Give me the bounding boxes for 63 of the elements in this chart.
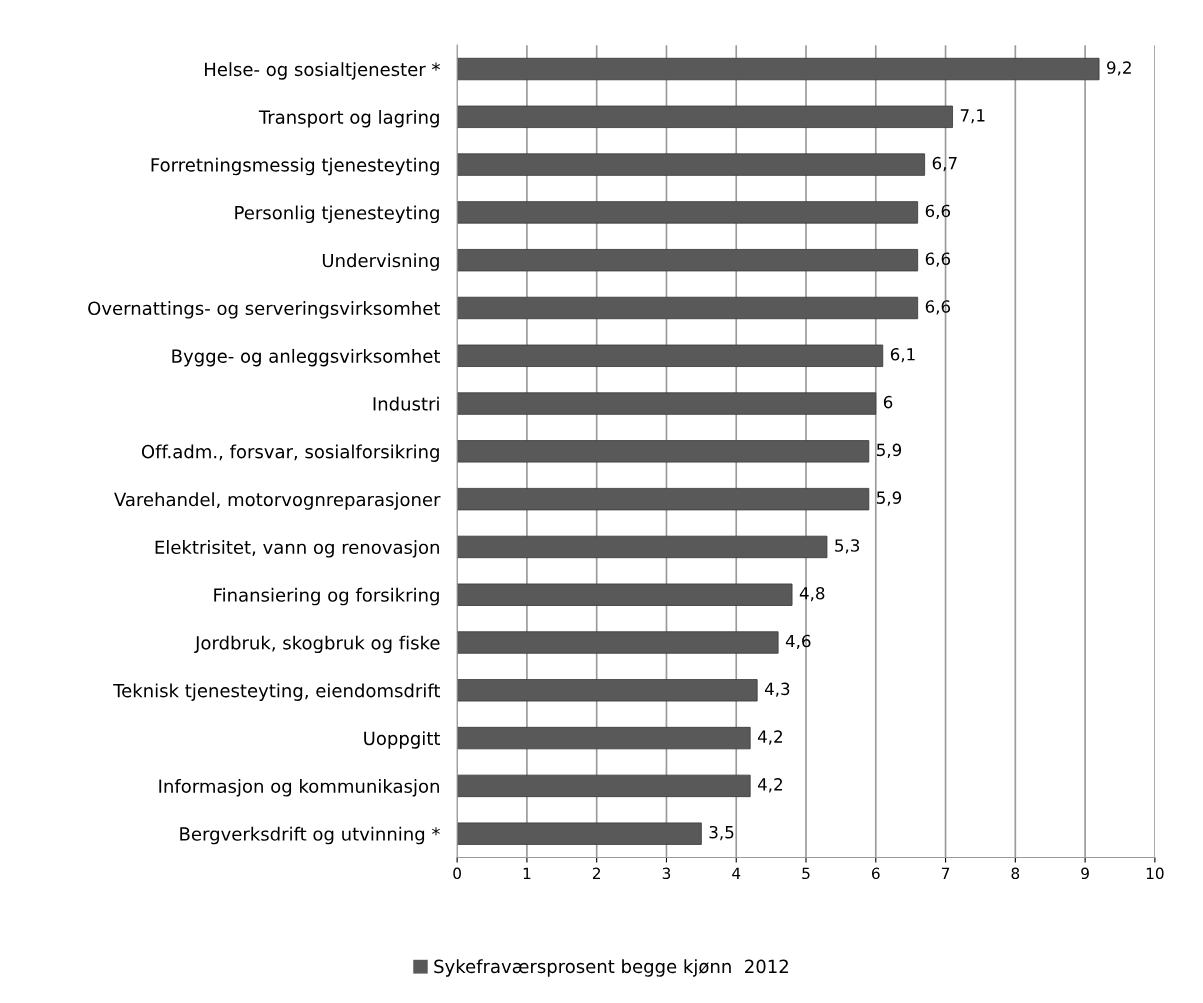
x-tick-label: 3 [662,867,671,880]
data-label: 4,2 [757,730,782,745]
y-tick-label: Forretningsmessig tjenesteyting [151,157,439,176]
bar [457,344,884,367]
y-tick-label: Helse- og sosialtjenester * [205,62,440,80]
data-label: 9,2 [1107,61,1131,76]
bar [457,535,828,559]
bar [457,822,702,845]
bar [457,774,751,798]
y-tick-label: Personlig tjenesteyting [235,205,439,224]
bar [457,296,919,320]
data-label: 4,2 [757,778,782,793]
y-tick-label: Off.adm., forsvar, sosialforsikring [141,444,439,462]
y-tick-label: Transport og lagring [258,109,439,128]
bar [457,679,758,702]
data-label: 5,9 [877,443,902,458]
y-tick-label: Varehandel, motorvognreparasjoner [114,492,441,510]
x-tick-label: 0 [453,867,461,880]
x-tick-label: 6 [871,867,880,880]
y-tick-label: Bergverksdrift og utvinning * [180,826,440,845]
y-tick-label: Uoppgitt [364,731,441,749]
y-tick-label: Teknisk tjenesteyting, eiendomsdrift [113,683,441,701]
y-tick-label: Overnattings- og serveringsvirksomhet [88,301,441,319]
data-label: 5,3 [835,539,860,554]
data-label: 4,6 [785,634,811,650]
bar [457,201,919,224]
bar [457,631,779,654]
x-tick-label: 9 [1081,867,1089,880]
y-tick-label: Elektrisitet, vann og renovasjon [155,540,439,558]
data-label: 4,8 [799,586,825,602]
legend-label: Sykefraværsprosent begge kjønn 2012 [434,959,788,977]
bar [457,153,926,176]
data-label: 6,1 [890,348,915,363]
x-tick-label: 7 [941,867,950,879]
x-tick-label: 2 [592,867,601,879]
bar [457,583,793,606]
x-tick-label: 8 [1011,867,1020,880]
bar [457,105,953,128]
y-tick-label: Finansiering og forsikring [214,587,439,606]
x-tick-label: 10 [1146,867,1164,880]
data-label: 6 [883,395,893,409]
bar [457,440,870,463]
data-label: 6,6 [925,252,951,267]
data-label: 6,6 [925,300,951,315]
y-tick-label: Bygge- og anleggsvirksomhet [172,348,441,367]
data-label: 3,5 [709,825,734,841]
data-label: 7,1 [960,109,985,124]
bar [457,249,919,272]
bar [457,392,877,415]
bar [457,57,1100,81]
data-label: 5,9 [877,491,902,506]
y-tick-label: Informasjon og kommunikasjon [159,779,439,797]
bar [457,487,870,511]
y-tick-label: Jordbruk, skogbruk og fiske [194,635,440,654]
bar [457,726,751,750]
y-tick-label: Industri [373,396,439,411]
data-label: 6,7 [932,156,957,172]
data-label: 4,3 [764,682,790,697]
x-tick-label: 4 [732,867,741,879]
data-label: 6,6 [925,204,951,219]
x-tick-label: 1 [523,867,531,879]
y-tick-label: Undervisning [322,253,439,271]
x-tick-label: 5 [802,867,810,880]
